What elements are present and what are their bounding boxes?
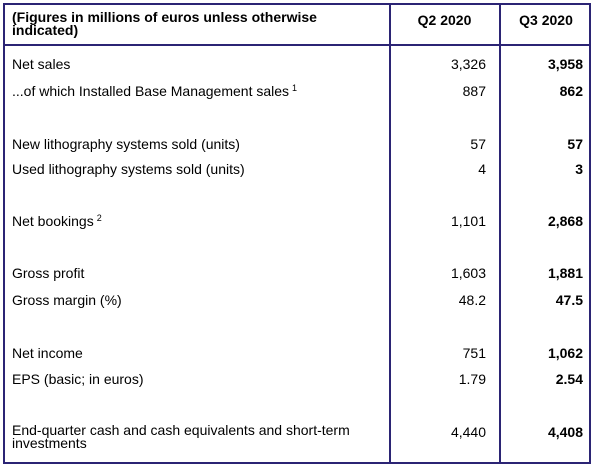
row-label-net-bookings: Net bookings 2: [12, 213, 102, 229]
row-q3-installed-base-sales: 862: [559, 83, 583, 99]
row-label-net-sales: Net sales: [12, 56, 71, 72]
row-q2-gross-profit: 1,603: [450, 265, 486, 281]
row-label-eps: EPS (basic; in euros): [12, 371, 144, 387]
header-q3-2020: Q3 2020: [519, 12, 573, 28]
row-q2-end-quarter-cash: 4,440: [450, 424, 486, 440]
row-q3-gross-profit: 1,881: [547, 265, 583, 281]
row-label-used-lithography-systems: Used lithography systems sold (units): [12, 161, 245, 177]
footnote-marker-1: 1: [292, 83, 298, 93]
column-divider-q3: [499, 3, 501, 464]
row-q2-net-bookings: 1,101: [450, 213, 486, 229]
row-label-new-lithography-systems: New lithography systems sold (units): [12, 136, 240, 152]
row-q2-installed-base-sales: 887: [462, 83, 486, 99]
row-q2-eps: 1.79: [458, 371, 486, 387]
row-q3-used-lithography-systems: 3: [575, 161, 583, 177]
header-divider: [3, 44, 591, 46]
row-q3-gross-margin: 47.5: [555, 292, 583, 308]
row-q3-net-sales: 3,958: [547, 56, 583, 72]
row-label-end-quarter-cash: End-quarter cash and cash equivalents an…: [12, 422, 350, 451]
row-q2-net-income: 751: [462, 345, 486, 361]
table-frame: [3, 3, 591, 464]
row-label-installed-base-sales: ...of which Installed Base Management sa…: [12, 83, 298, 99]
row-q2-net-sales: 3,326: [450, 56, 486, 72]
header-label: (Figures in millions of euros unless oth…: [12, 9, 317, 38]
row-q2-gross-margin: 48.2: [458, 292, 486, 308]
row-q2-used-lithography-systems: 4: [478, 161, 486, 177]
row-label-net-income: Net income: [12, 345, 83, 361]
header-q2-2020: Q2 2020: [417, 12, 472, 28]
row-q3-eps: 2.54: [555, 371, 583, 387]
row-q3-net-bookings: 2,868: [547, 213, 583, 229]
row-label-gross-profit: Gross profit: [12, 265, 85, 281]
row-q3-new-lithography-systems: 57: [567, 136, 583, 152]
footnote-marker-2: 2: [96, 213, 102, 223]
row-label-gross-margin: Gross margin (%): [12, 292, 122, 308]
column-divider-q2: [389, 3, 391, 464]
row-q3-end-quarter-cash: 4,408: [547, 424, 583, 440]
row-q2-new-lithography-systems: 57: [470, 136, 486, 152]
row-q3-net-income: 1,062: [547, 345, 583, 361]
